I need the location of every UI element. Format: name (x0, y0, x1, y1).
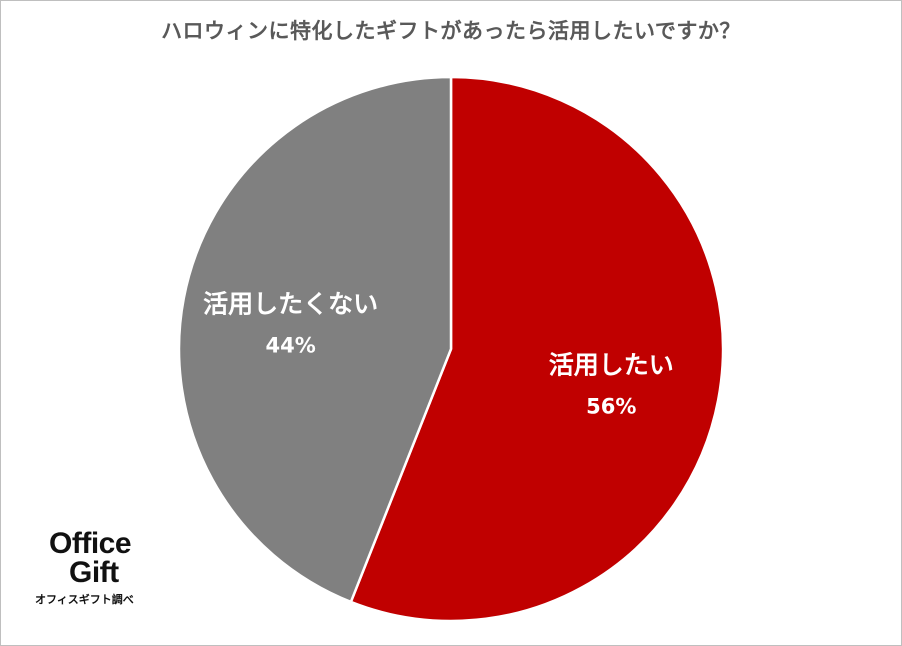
slice-label: 活用したい (549, 351, 674, 380)
chart-title: ハロウィンに特化したギフトがあったら活用したいですか？ (161, 19, 741, 43)
brand-logo-line2: Gift (69, 556, 119, 589)
pie-slice-not-use (177, 75, 453, 604)
brand-logo-line1: Office (49, 527, 132, 560)
slice-label: 活用したくない (203, 289, 378, 318)
pie-slice-use (349, 75, 725, 623)
brand-logo: Office Gift オフィスギフト調べ (31, 529, 171, 607)
slice-percent-label: 44% (266, 333, 316, 357)
source-credit: オフィスギフト調べ (35, 593, 134, 606)
slice-percent-label: 56% (586, 395, 636, 419)
